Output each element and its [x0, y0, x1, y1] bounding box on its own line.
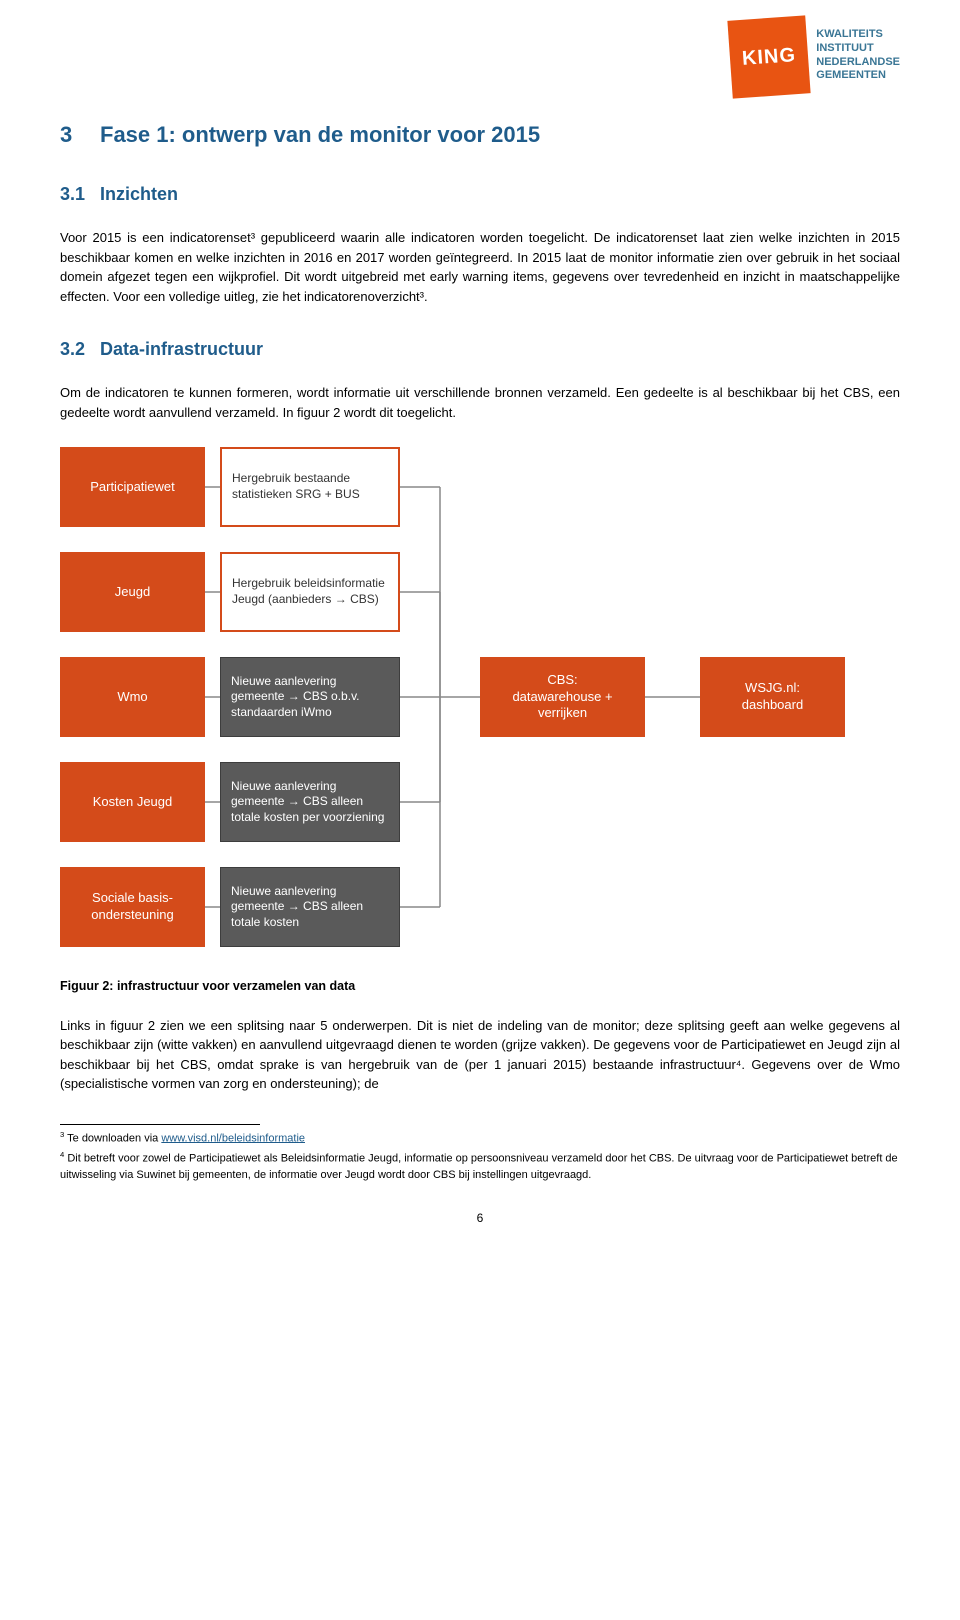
logo-header: KING KWALITEITS INSTITUUT NEDERLANDSE GE…: [60, 20, 900, 98]
section-heading: 3.1Inzichten: [60, 181, 900, 208]
diagram-mid-white-box: Hergebruik beleidsinformatie Jeugd (aanb…: [220, 552, 400, 632]
footnote-num: 3: [60, 1130, 64, 1139]
section-title: Inzichten: [100, 184, 178, 204]
diagram-left-box: Participatiewet: [60, 447, 205, 527]
section-heading: 3.2Data-infrastructuur: [60, 336, 900, 363]
footnote-link[interactable]: www.visd.nl/beleidsinformatie: [161, 1132, 305, 1144]
footnote: 4 Dit betreft voor zowel de Participatie…: [60, 1149, 900, 1184]
diagram-mid-grey-box: Nieuwe aanlevering gemeente → CBS alleen…: [220, 762, 400, 842]
section-number: 3.2: [60, 336, 100, 363]
figure-caption: Figuur 2: infrastructuur voor verzamelen…: [60, 977, 900, 996]
paragraph: Voor 2015 is een indicatorenset³ gepubli…: [60, 228, 900, 306]
chapter-heading: 3Fase 1: ontwerp van de monitor voor 201…: [60, 118, 900, 151]
chapter-number: 3: [60, 118, 100, 151]
logo-icon: KING: [728, 15, 811, 98]
tagline-line: NEDERLANDSE: [816, 56, 900, 70]
footnote-num: 4: [60, 1150, 64, 1159]
chapter-title: Fase 1: ontwerp van de monitor voor 2015: [100, 122, 540, 147]
footnote: 3 Te downloaden via www.visd.nl/beleidsi…: [60, 1129, 900, 1147]
diagram-left-box: Jeugd: [60, 552, 205, 632]
tagline-line: GEMEENTEN: [816, 69, 900, 83]
diagram-mid-white-box: Hergebruik bestaande statistieken SRG + …: [220, 447, 400, 527]
diagram-cbs-box: CBS:datawarehouse +verrijken: [480, 657, 645, 737]
footnote-text: Te downloaden via: [67, 1132, 161, 1144]
diagram-mid-grey-box: Nieuwe aanlevering gemeente → CBS o.b.v.…: [220, 657, 400, 737]
paragraph: Links in figuur 2 zien we een splitsing …: [60, 1016, 900, 1094]
data-infrastructure-diagram: ParticipatiewetHergebruik bestaande stat…: [60, 447, 900, 967]
tagline-line: KWALITEITS: [816, 28, 900, 42]
diagram-wsjg-box: WSJG.nl:dashboard: [700, 657, 845, 737]
section-title: Data-infrastructuur: [100, 339, 263, 359]
footnote-divider: [60, 1124, 260, 1127]
page-number: 6: [60, 1209, 900, 1227]
diagram-left-box: Wmo: [60, 657, 205, 737]
paragraph: Om de indicatoren te kunnen formeren, wo…: [60, 383, 900, 422]
diagram-mid-grey-box: Nieuwe aanlevering gemeente → CBS alleen…: [220, 867, 400, 947]
diagram-left-box: Sociale basis-ondersteuning: [60, 867, 205, 947]
section-number: 3.1: [60, 181, 100, 208]
footnote-text: Dit betreft voor zowel de Participatiewe…: [60, 1153, 898, 1182]
tagline-line: INSTITUUT: [816, 42, 900, 56]
diagram-left-box: Kosten Jeugd: [60, 762, 205, 842]
logo-tagline: KWALITEITS INSTITUUT NEDERLANDSE GEMEENT…: [816, 20, 900, 83]
